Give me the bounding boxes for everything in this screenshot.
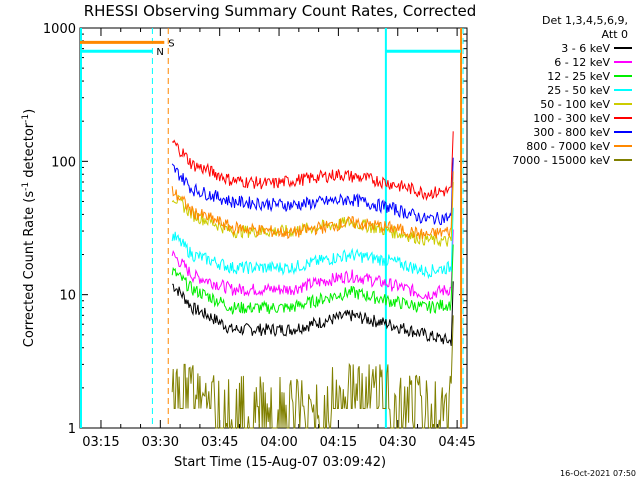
x-tick-label: 03:30: [142, 435, 179, 450]
x-tick-label: 04:45: [438, 435, 475, 450]
series-line: [172, 281, 454, 346]
timestamp: 16-Oct-2021 07:50: [560, 469, 636, 478]
legend-title: Det 1,3,4,5,6,9,: [542, 14, 628, 27]
x-tick-label: 04:00: [260, 435, 297, 450]
y-axis-label: Corrected Count Rate (s-1 detector-1): [21, 109, 37, 347]
x-tick-label: 03:15: [82, 435, 119, 450]
legend-label: 300 - 800 keV: [533, 126, 610, 139]
x-axis-label: Start Time (15-Aug-07 03:09:42): [174, 455, 386, 470]
series-line: [171, 171, 454, 240]
legend-label: 3 - 6 keV: [561, 42, 610, 55]
y-tick-label: 100: [51, 155, 76, 170]
series-line: [171, 244, 454, 315]
series-line: [171, 131, 454, 202]
series-line: [171, 157, 454, 226]
x-tick-label: 04:15: [320, 435, 357, 450]
x-tick-label: 04:30: [379, 435, 416, 450]
legend-label: 800 - 7000 keV: [526, 140, 610, 153]
legend-label: 7000 - 15000 keV: [512, 154, 610, 167]
series-line: [171, 207, 454, 280]
flag-label: N: [156, 47, 163, 58]
y-tick-label: 1000: [43, 22, 76, 37]
y-tick-label: 10: [59, 289, 76, 304]
legend-label: 50 - 100 keV: [540, 98, 610, 111]
y-tick-label: 1: [68, 422, 76, 437]
legend-label: 12 - 25 keV: [547, 70, 610, 83]
series-line: [171, 315, 454, 429]
series-line: [171, 229, 454, 301]
x-tick-label: 03:45: [201, 435, 238, 450]
legend-title: Att 0: [602, 28, 628, 41]
legend-label: 6 - 12 keV: [554, 56, 610, 69]
flag-label: S: [168, 38, 174, 49]
legend-label: 100 - 300 keV: [533, 112, 610, 125]
legend-label: 25 - 50 keV: [547, 84, 610, 97]
chart-title: RHESSI Observing Summary Count Rates, Co…: [84, 2, 477, 20]
